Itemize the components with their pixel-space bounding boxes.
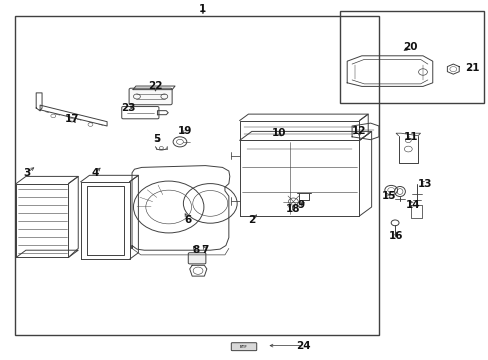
Text: 7: 7	[201, 245, 209, 255]
Text: 3: 3	[23, 168, 30, 178]
FancyBboxPatch shape	[231, 343, 256, 351]
Text: 12: 12	[351, 126, 366, 136]
Text: 23: 23	[121, 103, 135, 113]
Text: 13: 13	[417, 179, 432, 189]
Text: NTF: NTF	[240, 345, 247, 349]
Text: 1: 1	[199, 4, 206, 14]
Text: 22: 22	[148, 81, 163, 91]
Text: 2: 2	[248, 215, 255, 225]
FancyBboxPatch shape	[129, 88, 172, 105]
Text: 17: 17	[65, 114, 80, 124]
Bar	[339, 11, 483, 103]
Text: 9: 9	[297, 200, 304, 210]
Text: 8: 8	[192, 245, 199, 255]
Text: 16: 16	[388, 231, 403, 241]
Text: 21: 21	[464, 63, 478, 73]
Text: 24: 24	[295, 341, 310, 351]
Text: 14: 14	[405, 200, 420, 210]
FancyBboxPatch shape	[188, 253, 205, 264]
Text: 19: 19	[177, 126, 192, 136]
Text: 11: 11	[403, 132, 417, 142]
Text: 4: 4	[91, 168, 99, 178]
Text: 20: 20	[403, 42, 417, 52]
Text: 5: 5	[153, 134, 160, 144]
Text: 6: 6	[184, 215, 191, 225]
Text: 18: 18	[285, 204, 300, 214]
Text: 15: 15	[381, 191, 395, 201]
Text: 10: 10	[271, 128, 285, 138]
Bar	[15, 16, 378, 335]
